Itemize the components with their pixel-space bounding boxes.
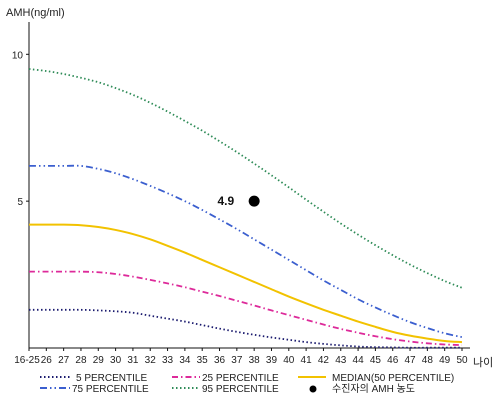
legend-label-median: MEDIAN(50 PERCENTILE) bbox=[332, 373, 454, 384]
legend-item-patient: 수진자의 AMH 농도 bbox=[309, 383, 415, 395]
legend-swatch-patient-point bbox=[309, 385, 317, 393]
x-tick-label: 39 bbox=[266, 355, 278, 366]
x-tick-label: 50 bbox=[456, 355, 468, 366]
x-tick-label: 45 bbox=[370, 355, 382, 366]
x-tick-label: 41 bbox=[301, 355, 313, 366]
x-tick-label: 49 bbox=[439, 355, 451, 366]
x-tick-label: 28 bbox=[75, 355, 87, 366]
x-axis-title: 나이 bbox=[473, 356, 493, 369]
x-tick-label: 40 bbox=[283, 355, 295, 366]
x-tick-label: 30 bbox=[110, 355, 122, 366]
x-tick-label: 31 bbox=[127, 355, 139, 366]
x-tick-label: 38 bbox=[249, 355, 261, 366]
y-tick-label-5: 5 bbox=[17, 197, 23, 208]
x-tick-label: 27 bbox=[58, 355, 70, 366]
legend-label-5-percentile: 5 PERCENTILE bbox=[76, 373, 147, 384]
series-line-95-percentile bbox=[28, 68, 463, 289]
legend-label-patient-amh: 수진자의 AMH 농도 bbox=[332, 383, 415, 395]
legend-item-median: MEDIAN(50 PERCENTILE) bbox=[298, 373, 454, 384]
x-tick-label: 32 bbox=[145, 355, 157, 366]
x-tick-label: 48 bbox=[422, 355, 434, 366]
legend-item-5-percentile: 5 PERCENTILE bbox=[40, 373, 147, 384]
legend-label-25-percentile: 25 PERCENTILE bbox=[202, 373, 279, 384]
x-tick-label: 47 bbox=[404, 355, 416, 366]
legend-item-25-percentile: 25 PERCENTILE bbox=[172, 373, 279, 384]
series-line-25-percentile bbox=[28, 270, 463, 346]
x-tick-label: 43 bbox=[335, 355, 347, 366]
y-ticks: 10 5 bbox=[12, 50, 29, 208]
x-tick-label: 26 bbox=[41, 355, 53, 366]
legend: 5 PERCENTILE 75 PERCENTILE 25 PERCENTILE… bbox=[40, 373, 454, 395]
x-tick-label: 34 bbox=[179, 355, 191, 366]
legend-label-75-percentile: 75 PERCENTILE bbox=[72, 384, 149, 395]
x-tick-label: 42 bbox=[318, 355, 330, 366]
x-tick-label: 16-25 bbox=[14, 355, 40, 366]
x-tick-label: 33 bbox=[162, 355, 174, 366]
legend-item-75-percentile: 75 PERCENTILE bbox=[40, 384, 149, 395]
x-tick-label: 35 bbox=[197, 355, 209, 366]
series-line-5-percentile bbox=[29, 308, 463, 349]
y-tick-label-10: 10 bbox=[12, 50, 24, 61]
patient-amh-value-label: 4.9 bbox=[217, 194, 234, 208]
legend-item-95-percentile: 95 PERCENTILE bbox=[172, 384, 279, 395]
y-axis-title: AMH(ng/ml) bbox=[6, 7, 65, 19]
patient-marker: 4.9 bbox=[217, 194, 260, 208]
x-tick-label: 37 bbox=[231, 355, 243, 366]
series-lines bbox=[28, 68, 463, 349]
series-line-75-percentile bbox=[28, 164, 463, 339]
x-tick-label: 29 bbox=[93, 355, 105, 366]
x-tick-label: 46 bbox=[387, 355, 399, 366]
patient-amh-point bbox=[248, 195, 260, 207]
legend-label-95-percentile: 95 PERCENTILE bbox=[202, 384, 279, 395]
x-tick-label: 44 bbox=[353, 355, 365, 366]
series-line-median-50-percentile bbox=[29, 223, 463, 344]
x-ticks: 16-25 26 27 28 29 30 31 32 33 34 35 36 37 38 39 40 41 42 4… bbox=[14, 348, 468, 366]
x-tick-label: 36 bbox=[214, 355, 226, 366]
